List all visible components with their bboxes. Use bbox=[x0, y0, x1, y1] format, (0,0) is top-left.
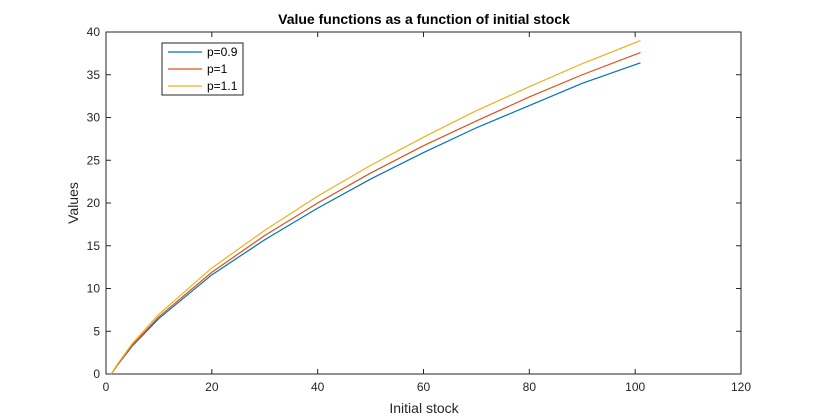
legend-label-2: p=1 bbox=[207, 62, 228, 76]
legend: p=0.9 p=1 p=1.1 bbox=[161, 42, 244, 96]
y-tick-label: 10 bbox=[87, 282, 101, 296]
x-tick-label: 80 bbox=[523, 380, 537, 394]
y-tick-label: 20 bbox=[87, 196, 101, 210]
y-tick-label: 40 bbox=[87, 25, 101, 39]
series-line-2 bbox=[110, 51, 641, 375]
y-tick-label: 35 bbox=[87, 68, 101, 82]
y-tick-label: 0 bbox=[93, 367, 100, 381]
axis-ticks: 0 20 40 60 80 100 120 0 5 10 15 20 25 30 35 40 bbox=[87, 25, 752, 394]
x-tick-label: 120 bbox=[731, 380, 751, 394]
x-tick-label: 100 bbox=[625, 380, 645, 394]
x-tick-label: 20 bbox=[205, 380, 219, 394]
legend-label-1: p=0.9 bbox=[207, 45, 238, 59]
series-line-3 bbox=[110, 39, 641, 375]
series-lines bbox=[110, 39, 641, 375]
x-tick-label: 40 bbox=[311, 380, 325, 394]
x-axis-label: Initial stock bbox=[389, 400, 459, 416]
y-tick-label: 25 bbox=[87, 153, 101, 167]
y-tick-label: 30 bbox=[87, 111, 101, 125]
y-tick-label: 5 bbox=[93, 324, 100, 338]
y-tick-label: 15 bbox=[87, 239, 101, 253]
chart-title: Value functions as a function of initial… bbox=[278, 11, 570, 27]
x-tick-label: 60 bbox=[417, 380, 431, 394]
y-axis-label: Values bbox=[65, 182, 81, 224]
x-tick-label: 0 bbox=[103, 380, 110, 394]
legend-label-3: p=1.1 bbox=[207, 79, 238, 93]
